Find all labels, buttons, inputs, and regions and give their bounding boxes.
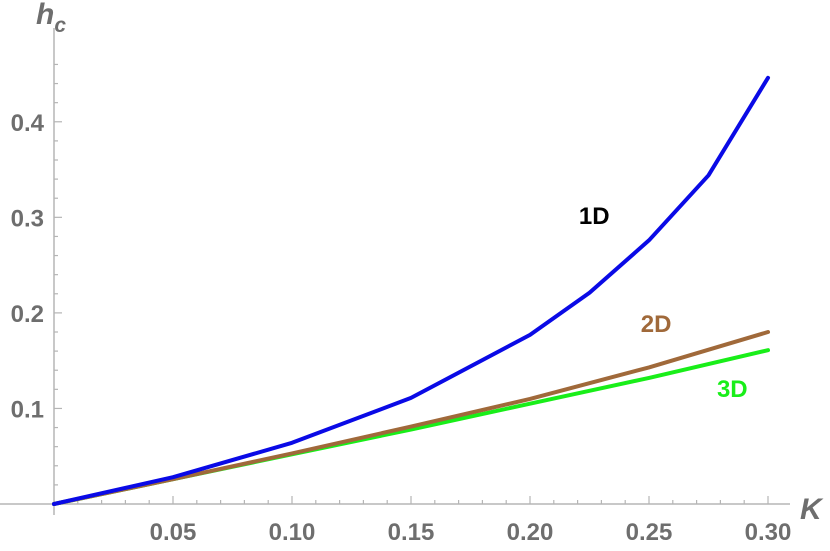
- y-axis-title: hc: [36, 0, 66, 37]
- axes-frame: [0, 28, 790, 515]
- series-label-3d: 3D: [717, 376, 748, 403]
- series-lines: [52, 75, 770, 506]
- x-axis-title: K: [800, 493, 824, 526]
- tick-labels: 0.05 0.10 0.15 0.20 0.25 0.30 0.1 0.2 0.3 0.4: [11, 110, 792, 546]
- series-label-2d: 2D: [641, 311, 672, 338]
- x-tick-label: 0.25: [626, 519, 673, 546]
- x-tick-label: 0.30: [745, 519, 792, 546]
- x-tick-label: 0.20: [507, 519, 554, 546]
- x-tick-label: 0.10: [269, 519, 316, 546]
- series-line-1d: [52, 75, 770, 506]
- x-tick-label: 0.05: [150, 519, 197, 546]
- y-tick-label: 0.4: [11, 110, 45, 137]
- series-labels: 1D 2D 3D: [579, 203, 748, 403]
- y-axis-title-main: h: [36, 0, 54, 31]
- series-label-1d: 1D: [579, 203, 610, 230]
- tick-marks: [54, 63, 769, 504]
- y-tick-label: 0.1: [11, 396, 44, 423]
- x-tick-label: 0.15: [388, 519, 435, 546]
- y-tick-label: 0.2: [11, 301, 44, 328]
- y-tick-label: 0.3: [11, 205, 44, 232]
- y-axis-title-subscript: c: [54, 14, 66, 37]
